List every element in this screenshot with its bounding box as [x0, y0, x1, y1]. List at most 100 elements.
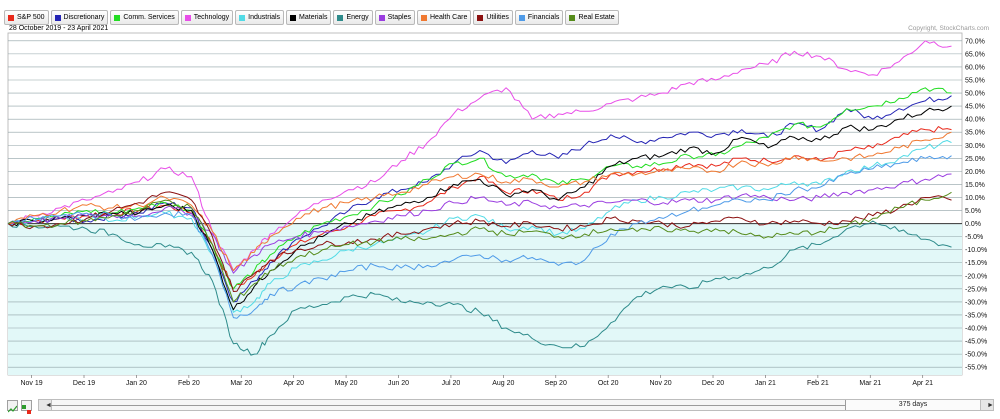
legend-label: Financials	[527, 14, 560, 21]
legend-swatch	[477, 14, 484, 21]
legend: S&P 500 Discretionary Comm. Services Techno…	[4, 10, 619, 25]
legend-label: Energy	[346, 14, 369, 21]
y-tick-label: 0.0%	[965, 221, 981, 228]
y-tick-label: 70.0%	[965, 38, 985, 45]
x-tick-label: Jan 20	[126, 380, 147, 387]
legend-label: Health Care	[430, 14, 468, 21]
y-tick-label: -10.0%	[965, 247, 987, 254]
y-tick-label: 30.0%	[965, 143, 985, 150]
chart-style-icon[interactable]	[7, 400, 18, 413]
x-tick-label: Sep 20	[545, 380, 567, 387]
scroll-right-button[interactable]: ►	[980, 400, 994, 410]
legend-label: Real Estate	[578, 14, 615, 21]
x-tick-label: Jan 21	[755, 380, 776, 387]
legend-label: Materials	[299, 14, 328, 21]
series-line-health-care	[7, 131, 952, 272]
legend-swatch	[8, 14, 14, 21]
date-range: 28 October 2019 - 23 April 2021	[9, 25, 109, 32]
x-tick-label: Nov 19	[20, 380, 42, 387]
series-line-financials	[7, 155, 952, 319]
legend-swatch	[421, 14, 427, 21]
y-tick-label: 20.0%	[965, 169, 985, 176]
legend-swatch	[54, 14, 61, 21]
y-tick-label: 5.0%	[965, 208, 981, 215]
legend-swatch	[239, 14, 246, 21]
legend-item[interactable]: Staples	[374, 10, 415, 25]
x-tick-label: Feb 21	[807, 380, 829, 387]
legend-swatch	[378, 14, 385, 21]
series-line-materials	[7, 105, 952, 311]
legend-swatch	[114, 14, 121, 21]
y-tick-label: 55.0%	[965, 77, 985, 84]
legend-swatch	[184, 14, 191, 21]
series-line-utilities	[7, 191, 952, 292]
legend-item[interactable]: Discretionary	[50, 10, 109, 25]
series-line-energy	[7, 220, 952, 356]
y-tick-label: -40.0%	[965, 326, 987, 333]
legend-item[interactable]: Industrials	[235, 10, 285, 25]
legend-label: Technology	[193, 14, 230, 21]
y-tick-label: -20.0%	[965, 273, 987, 280]
x-tick-label: Dec 20	[702, 380, 724, 387]
y-tick-label: 45.0%	[965, 104, 985, 111]
x-tick-label: Oct 20	[598, 380, 619, 387]
legend-item[interactable]: Technology	[180, 10, 234, 25]
x-tick-label: May 20	[335, 380, 358, 387]
y-tick-label: -5.0%	[965, 234, 983, 241]
x-tick-label: Mar 20	[230, 380, 252, 387]
y-tick-label: 40.0%	[965, 117, 985, 124]
series-line-real-estate	[7, 191, 952, 303]
y-tick-label: -30.0%	[965, 299, 987, 306]
negative-region	[8, 223, 962, 375]
y-tick-label: 35.0%	[965, 130, 985, 137]
x-tick-label: Dec 19	[73, 380, 95, 387]
y-tick-label: 50.0%	[965, 91, 985, 98]
series-line-staples	[7, 173, 952, 274]
series-line-industrials	[7, 140, 952, 313]
y-tick-label: 60.0%	[965, 64, 985, 71]
legend-item[interactable]: Comm. Services	[110, 10, 179, 25]
legend-label: Staples	[387, 14, 411, 21]
legend-item[interactable]: Materials	[286, 10, 332, 25]
y-tick-label: 10.0%	[965, 195, 985, 202]
legend-item[interactable]: S&P 500	[4, 10, 49, 25]
legend-swatch	[569, 14, 576, 21]
legend-label: Utilities	[486, 14, 509, 21]
legend-label: S&P 500	[17, 14, 45, 21]
legend-item[interactable]: Real Estate	[565, 10, 619, 25]
copyright-notice: Copyright, StockCharts.com	[908, 25, 989, 32]
legend-label: Industrials	[248, 14, 281, 21]
y-tick-label: -25.0%	[965, 286, 987, 293]
legend-item[interactable]: Health Care	[417, 10, 472, 25]
legend-label: Discretionary	[63, 14, 105, 21]
legend-item[interactable]: Utilities	[473, 10, 513, 25]
y-tick-label: 25.0%	[965, 156, 985, 163]
y-tick-label: -45.0%	[965, 339, 987, 346]
x-tick-label: Jul 20	[442, 380, 461, 387]
x-tick-label: Apr 20	[283, 380, 304, 387]
series-line-technology	[7, 40, 952, 272]
color-options-icon[interactable]	[21, 400, 32, 414]
x-tick-label: Mar 21	[859, 380, 881, 387]
bottom-toolbar: ◄ 375 days ►	[0, 395, 1000, 416]
x-tick-label: Jun 20	[388, 380, 409, 387]
x-tick-label: Nov 20	[650, 380, 672, 387]
scroll-thumb[interactable]: 375 days	[845, 400, 981, 410]
y-tick-label: -35.0%	[965, 312, 987, 319]
x-tick-label: Feb 20	[178, 380, 200, 387]
scroll-track-line	[51, 405, 845, 406]
x-tick-label: Aug 20	[492, 380, 514, 387]
x-tick-label: Apr 21	[912, 380, 933, 387]
legend-swatch	[290, 14, 297, 21]
y-tick-label: -15.0%	[965, 260, 987, 267]
legend-label: Comm. Services	[123, 14, 175, 21]
legend-swatch	[518, 14, 525, 21]
legend-swatch	[337, 14, 344, 21]
y-tick-label: -55.0%	[965, 365, 987, 372]
legend-item[interactable]: Financials	[514, 10, 564, 25]
legend-item[interactable]: Energy	[333, 10, 373, 25]
chart-svg: 70.0% 65.0% 60.0% 55.0% 50.0% 45.0% 40.0% 35.0%…	[7, 32, 987, 387]
y-tick-label: -50.0%	[965, 352, 987, 359]
date-scrollbar[interactable]: ◄ 375 days ►	[38, 399, 994, 411]
y-tick-label: 15.0%	[965, 182, 985, 189]
